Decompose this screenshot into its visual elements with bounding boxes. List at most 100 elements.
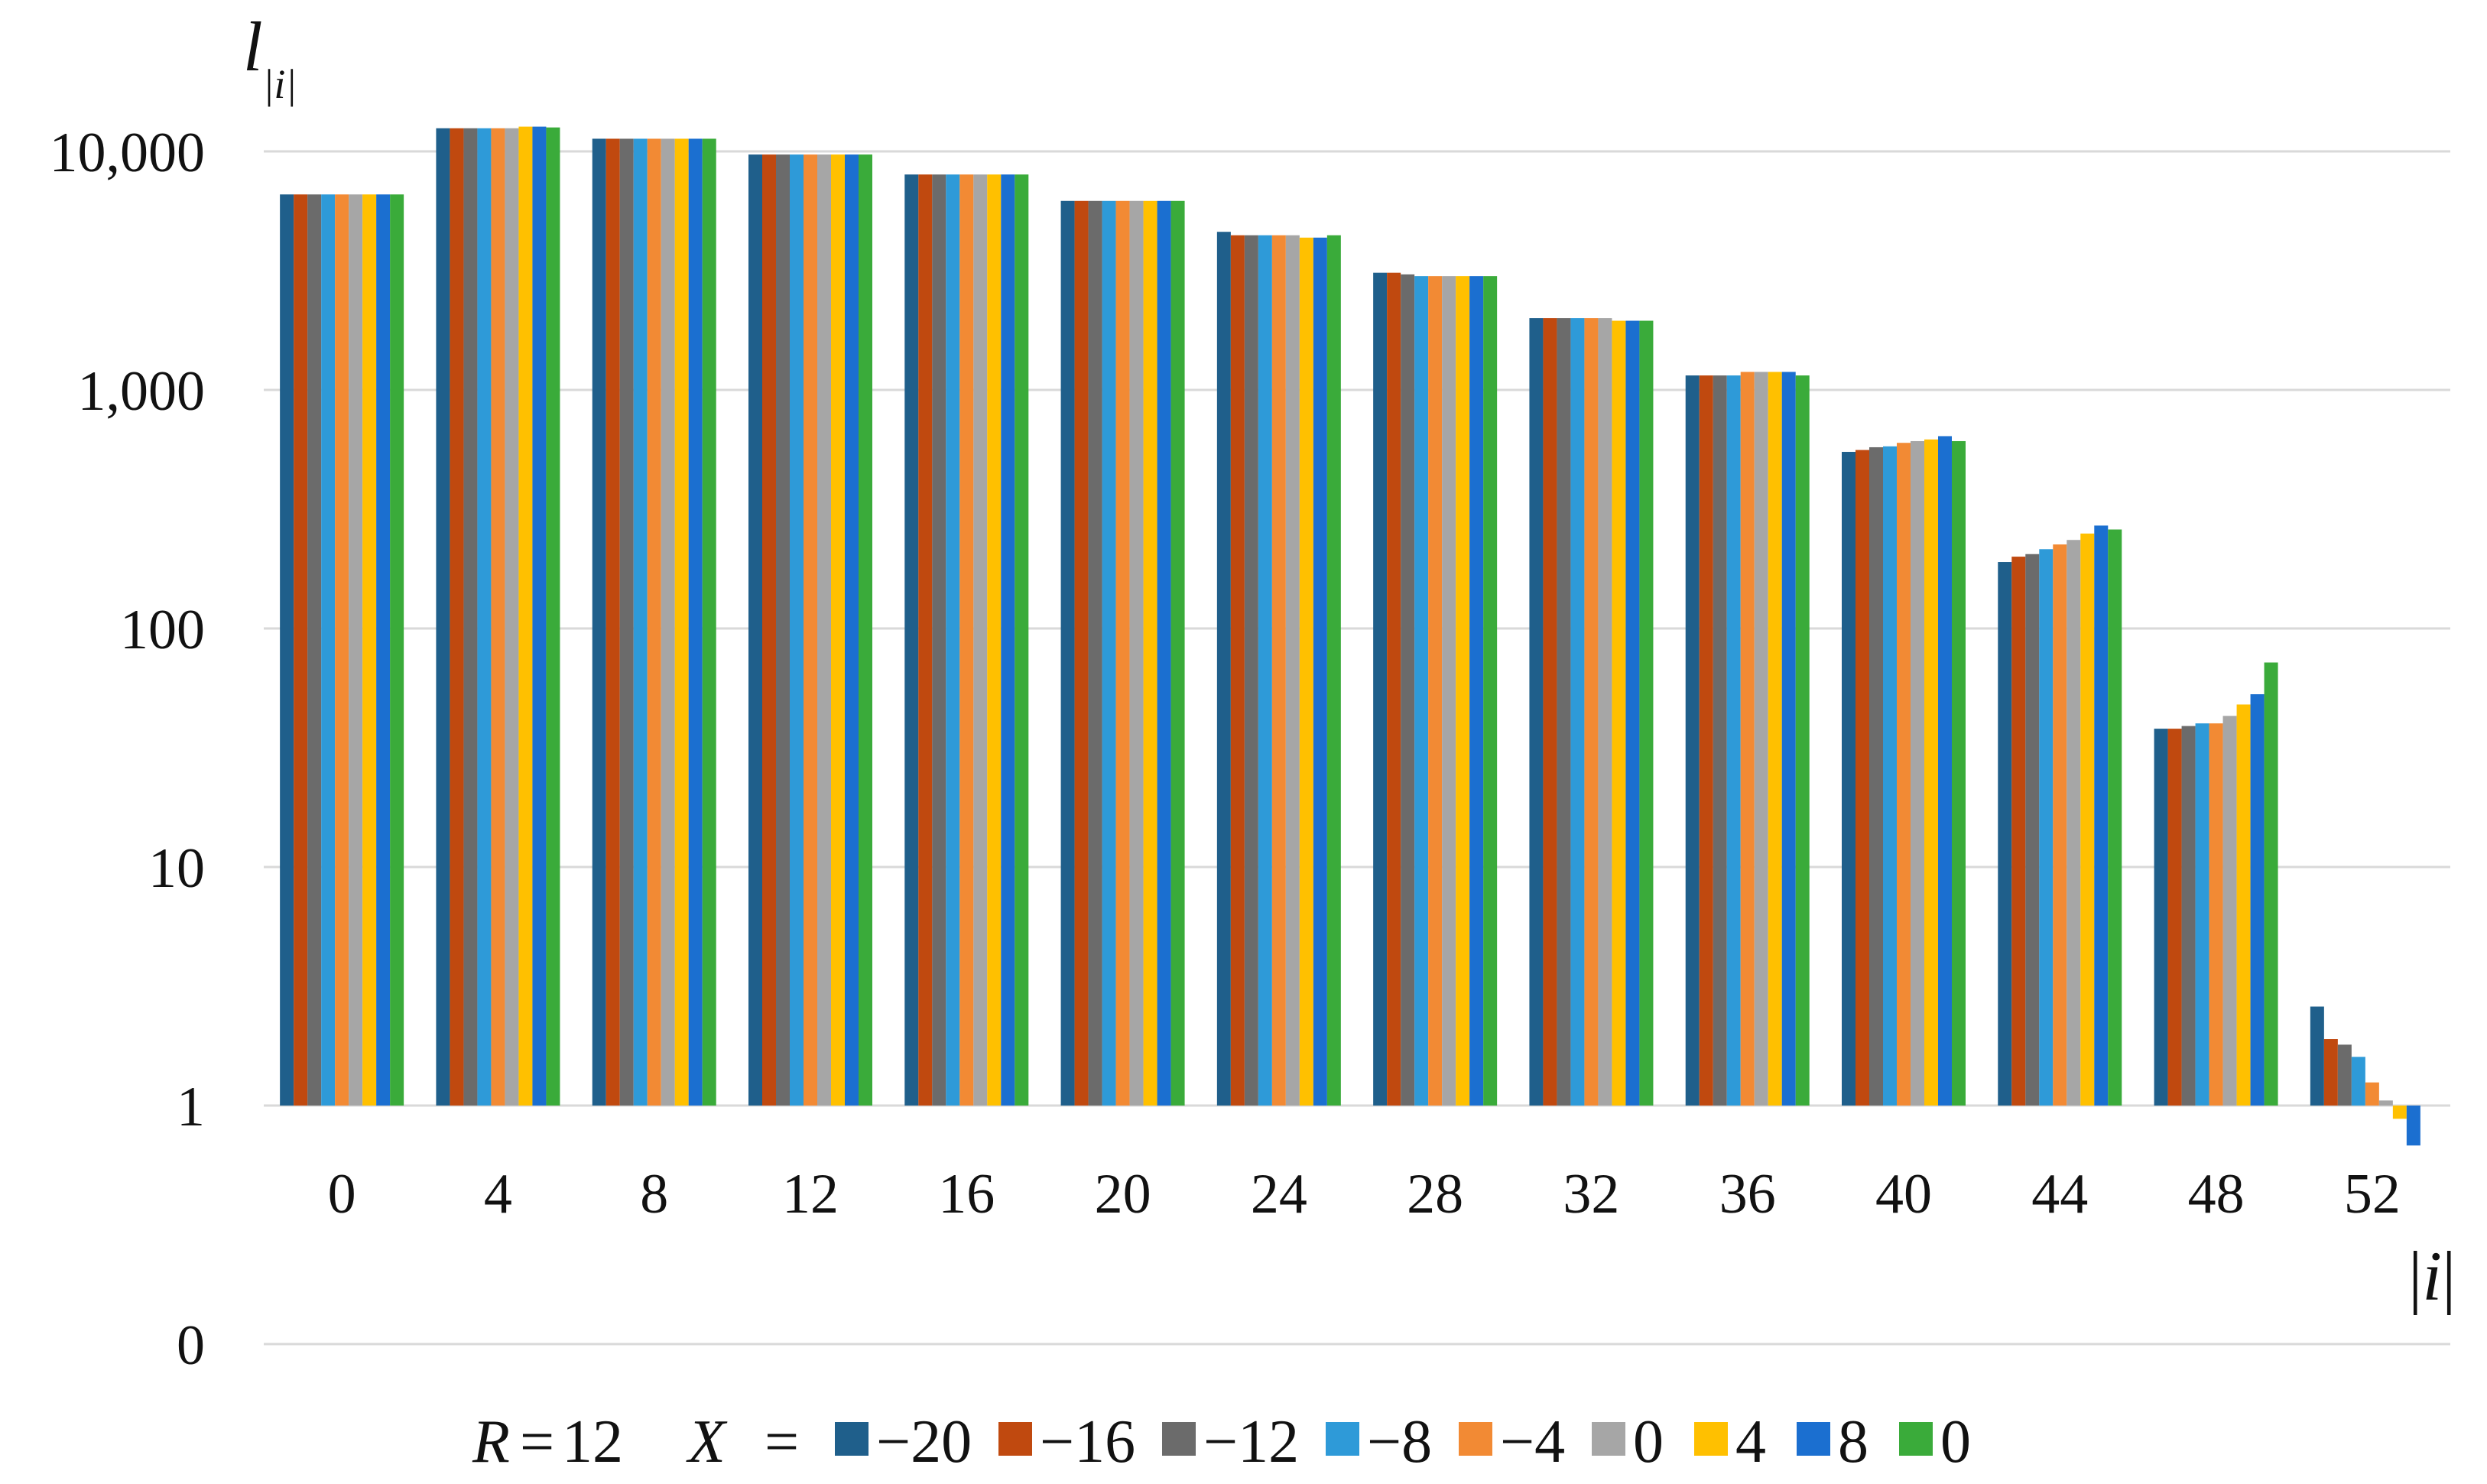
bar-12-series-2 (776, 154, 790, 1106)
bar-0-series-5 (349, 194, 363, 1106)
y-tick-label-5: 0 (177, 1314, 205, 1377)
bar-16-series-2 (932, 174, 946, 1106)
bar-40-series-2 (1869, 446, 1883, 1106)
bar-4-series-3 (477, 128, 492, 1106)
bar-0-series-2 (307, 194, 322, 1106)
bar-layer (280, 126, 2420, 1146)
bar-16-series-8 (1015, 174, 1029, 1106)
bar-52-series-2 (2337, 1044, 2352, 1106)
bar-24-series-7 (1313, 237, 1327, 1106)
bar-20-series-8 (1170, 200, 1185, 1106)
bar-20-series-2 (1088, 200, 1102, 1106)
bar-40-series-4 (1897, 443, 1911, 1106)
bar-48-series-5 (2222, 716, 2237, 1106)
bar-12-series-6 (831, 154, 845, 1106)
bar-40-series-7 (1938, 436, 1952, 1106)
bar-36-series-5 (1754, 372, 1768, 1106)
bar-32-series-8 (1639, 320, 1654, 1106)
x-tick-label-52: 52 (2344, 1163, 2401, 1226)
bar-24-series-0 (1216, 232, 1231, 1106)
bar-8-series-7 (688, 138, 703, 1106)
x-tick-label-20: 20 (1095, 1163, 1151, 1226)
bar-20-series-6 (1143, 200, 1157, 1106)
bar-20-series-3 (1102, 200, 1116, 1106)
bar-44-series-8 (2108, 529, 2122, 1106)
bar-4-series-7 (532, 126, 547, 1106)
legend-swatch-6 (1694, 1422, 1728, 1456)
bar-8-series-6 (674, 138, 689, 1106)
grid-layer (264, 150, 2450, 1346)
bar-44-series-7 (2094, 525, 2109, 1106)
bar-12-series-7 (845, 154, 859, 1106)
bar-36-series-1 (1699, 375, 1713, 1106)
bar-4-series-6 (518, 126, 533, 1106)
bar-28-series-8 (1483, 276, 1498, 1106)
bar-12-series-0 (748, 154, 762, 1106)
bar-52-series-5 (2378, 1100, 2393, 1106)
y-axis-label: l|i| (243, 8, 297, 107)
x-tick-label-44: 44 (2031, 1163, 2088, 1226)
legend-x-symbol: X (686, 1408, 728, 1476)
bar-36-series-2 (1713, 375, 1727, 1106)
bar-8-series-1 (606, 138, 620, 1106)
legend-label-5: 0 (1633, 1408, 1664, 1476)
x-tick-labels: 0 4 8 12 16 20 24 28 32 36 40 44 48 52 (328, 1163, 2401, 1226)
bar-28-series-7 (1469, 276, 1484, 1106)
bar-52-series-7 (2406, 1106, 2420, 1146)
bar-4-series-5 (505, 128, 519, 1106)
y-axis-label-sub: |i| (263, 61, 297, 107)
y-tick-label-4: 1 (177, 1076, 205, 1138)
bar-28-series-0 (1373, 272, 1388, 1106)
bar-52-series-3 (2351, 1057, 2365, 1106)
bar-40-series-8 (1952, 440, 1966, 1106)
bar-32-series-7 (1625, 320, 1640, 1106)
bar-8-series-4 (647, 138, 661, 1106)
y-tick-label-2: 100 (120, 599, 205, 661)
bar-32-series-0 (1529, 318, 1544, 1106)
bar-16-series-4 (959, 174, 974, 1106)
bar-28-series-1 (1387, 272, 1401, 1106)
legend-label-8: 0 (1940, 1408, 1971, 1476)
bar-20-series-5 (1129, 200, 1144, 1106)
bar-40-series-3 (1883, 446, 1897, 1106)
bar-48-series-4 (2209, 723, 2223, 1106)
bar-32-series-1 (1543, 318, 1557, 1106)
bar-0-series-4 (335, 194, 349, 1106)
bar-44-series-1 (2011, 557, 2026, 1106)
y-tick-label-0: 10,000 (50, 122, 206, 184)
bar-16-series-1 (918, 174, 933, 1106)
legend-swatch-2 (1162, 1422, 1196, 1456)
x-tick-label-40: 40 (1875, 1163, 1932, 1226)
legend-r-eq: = (520, 1408, 554, 1476)
x-tick-label-0: 0 (328, 1163, 356, 1226)
x-tick-label-16: 16 (938, 1163, 995, 1226)
legend-label-7: 8 (1838, 1408, 1868, 1476)
legend-swatch-7 (1797, 1422, 1830, 1456)
x-tick-label-32: 32 (1563, 1163, 1619, 1226)
bar-4-series-4 (491, 128, 505, 1106)
bar-48-series-1 (2167, 729, 2182, 1106)
bar-44-series-6 (2080, 533, 2095, 1106)
bar-44-series-5 (2067, 540, 2081, 1106)
legend-r-value: 12 (562, 1408, 623, 1476)
bar-32-series-2 (1557, 318, 1571, 1106)
y-tick-label-3: 10 (148, 837, 205, 900)
bar-44-series-3 (2039, 549, 2054, 1106)
x-tick-label-4: 4 (484, 1163, 512, 1226)
x-tick-label-28: 28 (1407, 1163, 1463, 1226)
x-axis-label: |i| (2408, 1237, 2456, 1315)
bar-24-series-2 (1244, 235, 1258, 1106)
bar-48-series-7 (2250, 694, 2265, 1106)
legend-label-6: 4 (1735, 1408, 1766, 1476)
bar-12-series-8 (859, 154, 872, 1106)
bar-48-series-6 (2236, 704, 2251, 1106)
x-tick-label-48: 48 (2188, 1163, 2245, 1226)
bar-40-series-0 (1842, 452, 1856, 1106)
bar-32-series-3 (1570, 318, 1585, 1106)
bar-48-series-3 (2195, 723, 2209, 1106)
bar-32-series-5 (1598, 318, 1612, 1106)
x-axis-label-main: i (2422, 1237, 2442, 1315)
bar-16-series-7 (1001, 174, 1015, 1106)
bar-24-series-8 (1326, 235, 1341, 1106)
